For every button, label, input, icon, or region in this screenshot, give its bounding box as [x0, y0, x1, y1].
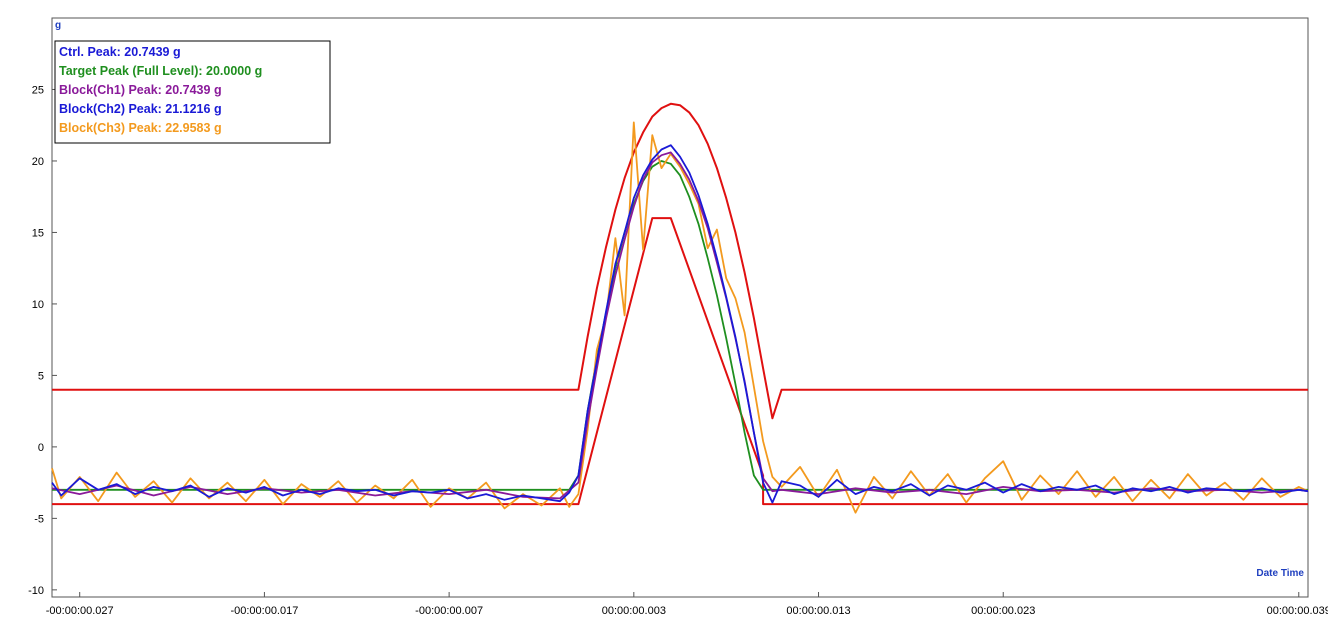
plot-area-border	[51, 17, 1309, 598]
legend-entry: Block(Ch1) Peak: 20.7439 g	[59, 83, 222, 97]
legend-entry: Block(Ch2) Peak: 21.1216 g	[59, 102, 222, 116]
legend-entry: Block(Ch3) Peak: 22.9583 g	[59, 121, 222, 135]
legend-box	[54, 40, 331, 144]
y-axis-unit-label: g	[55, 20, 61, 31]
y-tick-label: 25	[32, 84, 44, 96]
y-axis: 25 20 15 10 5 0 -5 -10	[28, 84, 57, 597]
legend-entry: Target Peak (Full Level): 20.0000 g	[59, 64, 262, 78]
y-tick-label: 10	[32, 299, 44, 311]
series-line-upper-tolerance	[52, 102, 1308, 420]
x-axis-title: Date Time	[1256, 568, 1304, 579]
x-tick-label: 00:00:00.039	[1267, 605, 1328, 617]
y-tick-label: -10	[28, 585, 44, 597]
y-tick-label: 20	[32, 156, 44, 168]
y-tick-label: -5	[34, 513, 44, 525]
series-line-block-ch1	[51, 151, 1309, 500]
x-axis: -00:00:00.027 -00:00:00.017 -00:00:00.007 0…	[46, 592, 1328, 617]
x-tick-label: 00:00:00.003	[602, 605, 666, 617]
legend: Ctrl. Peak: 20.7439 g Target Peak (Full L…	[54, 40, 331, 144]
y-tick-label: 0	[38, 442, 44, 454]
x-tick-label: 00:00:00.023	[971, 605, 1035, 617]
plot-series	[51, 102, 1309, 514]
legend-entry: Ctrl. Peak: 20.7439 g	[59, 45, 181, 59]
y-tick-label: 15	[32, 227, 44, 239]
x-tick-label: -00:00:00.027	[46, 605, 114, 617]
x-tick-label: -00:00:00.007	[415, 605, 483, 617]
y-tick-label: 5	[38, 370, 44, 382]
series-line-ctrl-block-ch2	[51, 144, 1309, 504]
series-line-lower-tolerance	[52, 217, 1308, 506]
series-line-block-ch3	[51, 121, 1309, 514]
x-tick-label: 00:00:00.013	[786, 605, 850, 617]
x-tick-label: -00:00:00.017	[230, 605, 298, 617]
